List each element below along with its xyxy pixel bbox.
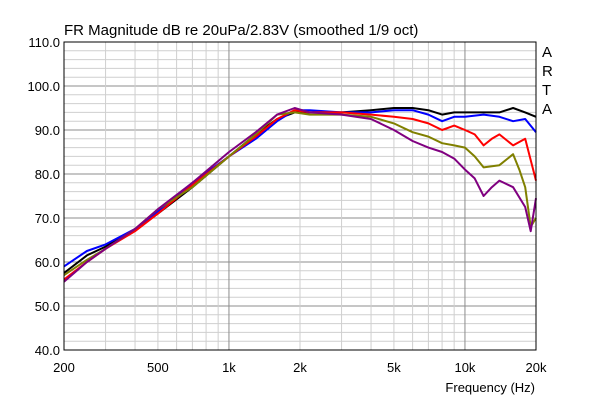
y-tick-label: 70.0 (35, 211, 60, 226)
watermark-letter: T (542, 82, 551, 99)
series-line-4 (63, 111, 537, 277)
watermark-letter: R (542, 63, 553, 80)
x-tick-label: 200 (53, 360, 75, 375)
x-tick-labels: 200 500 1k 2k 5k 10k 20k (53, 360, 547, 375)
x-tick-label: 500 (147, 360, 169, 375)
watermark-letter: A (542, 44, 552, 61)
x-axis-label: Frequency (Hz) (445, 380, 535, 395)
plot-frame (63, 41, 537, 351)
y-tick-labels: 40.0 50.0 60.0 70.0 80.0 90.0 100.0 110.0 (27, 35, 60, 358)
chart-title: FR Magnitude dB re 20uPa/2.83V (smoothed… (64, 22, 418, 39)
series-line-5 (63, 107, 537, 283)
watermark-letter: A (542, 101, 552, 118)
y-tick-label: 80.0 (35, 167, 60, 182)
x-tick-label: 2k (293, 360, 307, 375)
y-tick-label: 50.0 (35, 299, 60, 314)
x-tick-label: 10k (454, 360, 475, 375)
y-tick-label: 90.0 (35, 123, 60, 138)
y-tick-label: 100.0 (27, 79, 60, 94)
y-tick-label: 110.0 (28, 35, 60, 50)
series-layer (63, 107, 537, 283)
series-line-2 (63, 109, 537, 268)
x-tick-label: 5k (387, 360, 401, 375)
grid (64, 41, 536, 351)
x-tick-label: 20k (526, 360, 547, 375)
x-tick-label: 1k (222, 360, 236, 375)
series-line-3 (63, 109, 537, 281)
y-tick-label: 40.0 (35, 343, 60, 358)
y-tick-label: 60.0 (35, 255, 60, 270)
